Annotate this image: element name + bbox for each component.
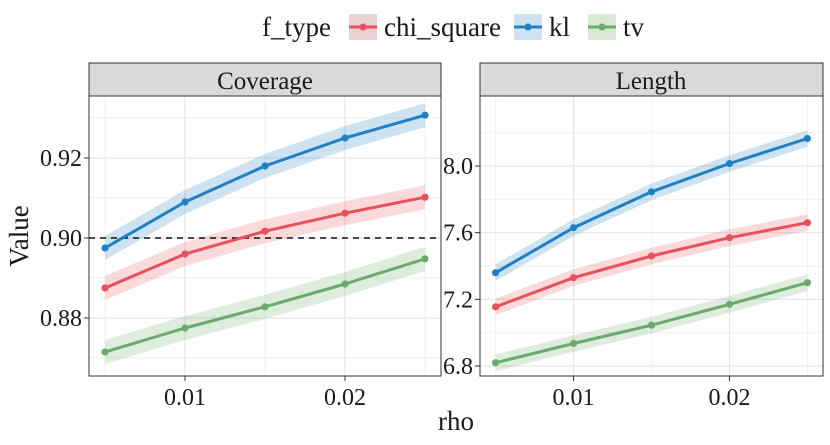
point-chi_square-length — [569, 274, 578, 282]
point-tv-length — [569, 339, 578, 348]
legend-label-chi-square: chi_square — [384, 12, 501, 42]
x-tick-label-length: 0.01 — [553, 385, 595, 411]
point-chi_square-coverage — [181, 250, 189, 258]
plot-area-length — [480, 96, 823, 376]
point-tv-length — [803, 279, 812, 287]
legend: f_type chi_square kl tv — [262, 12, 645, 42]
point-kl-coverage — [341, 134, 349, 142]
point-kl-length — [569, 224, 578, 232]
band-kl-length — [495, 130, 808, 281]
point-kl-length — [647, 188, 656, 196]
y-tick-label-coverage: 0.88 — [40, 306, 82, 332]
y-tick-label-length: 8.0 — [443, 154, 473, 180]
point-kl-length — [491, 269, 500, 277]
legend-key-chi-square-point — [359, 23, 367, 31]
point-tv-coverage — [101, 348, 109, 356]
point-tv-coverage — [341, 280, 349, 288]
point-tv-coverage — [261, 303, 269, 311]
point-tv-length — [725, 300, 734, 308]
x-tick-label-length: 0.02 — [708, 385, 750, 411]
point-chi_square-coverage — [341, 209, 349, 217]
point-chi_square-coverage — [421, 193, 429, 201]
point-chi_square-length — [725, 234, 734, 242]
panel-coverage: Coverage 0.88 0.90 0.92 0.01 0.02 — [40, 62, 442, 411]
point-kl-coverage — [181, 198, 189, 206]
y-tick-label-length: 7.6 — [443, 221, 473, 247]
point-kl-coverage — [101, 244, 109, 252]
point-chi_square-coverage — [261, 227, 269, 235]
legend-label-kl: kl — [549, 12, 570, 42]
strip-title-coverage: Coverage — [217, 68, 313, 95]
strip-coverage — [88, 62, 442, 97]
strip-title-length: Length — [616, 68, 687, 95]
strip-length — [479, 62, 824, 97]
y-tick-label-length: 6.8 — [443, 354, 473, 380]
point-tv-length — [491, 359, 500, 367]
point-chi_square-length — [803, 219, 812, 227]
point-chi_square-length — [491, 303, 500, 311]
legend-key-kl-point — [524, 23, 532, 31]
y-axis-title: Value — [4, 205, 34, 266]
point-kl-length — [725, 159, 734, 168]
legend-title: f_type — [262, 12, 331, 42]
y-tick-label-length: 7.2 — [443, 287, 473, 313]
point-chi_square-coverage — [101, 284, 109, 292]
point-tv-coverage — [181, 324, 189, 332]
point-tv-coverage — [421, 255, 429, 263]
point-kl-coverage — [421, 111, 429, 119]
x-tick-label-coverage: 0.01 — [164, 385, 206, 411]
panel-border-length — [479, 95, 824, 377]
point-chi_square-length — [647, 252, 656, 260]
panel-length: Length 6.8 7.2 7.6 8.0 0.01 0.02 — [443, 62, 824, 411]
y-tick-label-coverage: 0.92 — [40, 146, 82, 172]
y-tick-label-coverage: 0.90 — [40, 226, 82, 252]
legend-label-tv: tv — [623, 12, 645, 42]
point-kl-length — [803, 134, 812, 143]
band-kl-coverage — [105, 103, 425, 260]
point-kl-coverage — [261, 162, 269, 170]
legend-key-tv-point — [598, 23, 606, 31]
point-tv-length — [647, 321, 656, 329]
plot-area-coverage — [89, 96, 441, 376]
panel-border-coverage — [88, 95, 442, 377]
x-tick-label-coverage: 0.02 — [324, 385, 366, 411]
x-axis-title: rho — [438, 406, 474, 436]
